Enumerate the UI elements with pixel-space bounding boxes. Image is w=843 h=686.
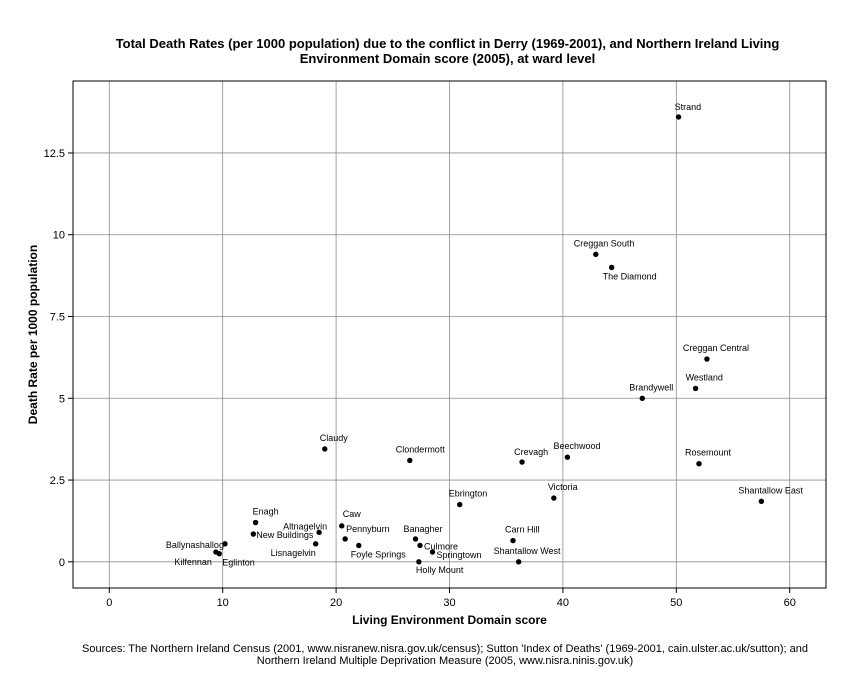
x-tick-label: 0 [106, 597, 112, 609]
y-tick-label: 0 [59, 557, 65, 569]
data-point [696, 461, 702, 467]
point-label: Shantallow East [738, 485, 803, 495]
point-label: Clondermott [396, 444, 446, 454]
data-point [250, 531, 257, 537]
chart-title: Total Death Rates (per 1000 population) … [0, 36, 843, 66]
y-tick-label: 5 [59, 393, 65, 405]
point-label: Victoria [548, 482, 578, 492]
sources-line-2: Northern Ireland Multiple Deprivation Me… [256, 655, 634, 667]
data-point [356, 542, 362, 549]
data-point [429, 549, 436, 555]
point-label: Culmore [424, 541, 458, 551]
chart-title-line-2: Environment Domain score (2005), at ward… [299, 51, 596, 66]
point-label: Ebrington [449, 489, 488, 499]
data-point [339, 523, 345, 529]
point-label: Altnagelvin [283, 521, 327, 531]
point-label: Rosemount [685, 448, 732, 458]
x-axis-label: Living Environment Domain score [352, 613, 547, 627]
chart-title-line-1: Total Death Rates (per 1000 population) … [115, 36, 780, 51]
data-points: Strand Creggan South The Diamond Creggan Ce… [166, 102, 803, 575]
data-point [564, 454, 571, 460]
data-point [412, 536, 419, 542]
point-label: Carn Hill [505, 525, 540, 535]
point-label: Claudy [320, 433, 349, 443]
data-point [342, 536, 348, 542]
y-tick-label: 10 [53, 230, 65, 242]
sources-footnote: Sources: The Northern Ireland Census (20… [0, 643, 843, 667]
y-tick-label: 2.5 [50, 475, 65, 487]
x-tick-label: 40 [557, 597, 569, 609]
data-point [222, 541, 228, 547]
point-label: Banagher [403, 524, 442, 534]
point-label: Holly Mount [416, 565, 464, 575]
data-point [416, 559, 422, 565]
point-label: Pennyburn [346, 524, 390, 534]
data-point [510, 537, 516, 544]
data-point [312, 541, 319, 547]
point-label: Foyle Springs [351, 549, 407, 559]
point-label: Creggan South [574, 238, 635, 248]
data-point [551, 495, 557, 501]
x-tick-label: 50 [670, 597, 682, 609]
x-axis-ticks: 0 10 20 30 40 50 60 [106, 588, 796, 609]
point-label: The Diamond [603, 271, 657, 281]
data-point [316, 529, 322, 536]
point-label: Brandywell [629, 382, 673, 392]
point-label: Strand [675, 102, 702, 112]
data-point [675, 114, 682, 120]
sources-line-1: Sources: The Northern Ireland Census (20… [82, 643, 808, 655]
y-tick-label: 12.5 [44, 148, 65, 160]
data-point [515, 559, 522, 565]
y-axis-label: Death Rate per 1000 population [26, 245, 40, 424]
data-point [704, 356, 710, 362]
point-label: Caw [343, 509, 362, 519]
point-label: Kilfennan [174, 557, 212, 567]
point-label: Westland [686, 372, 723, 382]
data-point [417, 542, 423, 549]
point-label: Eglinton [222, 558, 255, 568]
data-point [216, 550, 222, 557]
data-point [322, 446, 328, 452]
x-tick-label: 60 [784, 597, 796, 609]
point-label: Enagh [253, 507, 279, 517]
data-point [608, 264, 615, 271]
y-tick-label: 7.5 [50, 312, 65, 324]
point-label: New Buildings [256, 530, 314, 540]
x-tick-label: 20 [330, 597, 342, 609]
data-point [758, 498, 765, 505]
data-point [639, 395, 645, 401]
x-tick-label: 30 [443, 597, 455, 609]
data-point [407, 457, 413, 464]
data-point [519, 459, 525, 465]
point-label: Beechwood [553, 441, 600, 451]
data-point [593, 251, 599, 258]
point-label: Creggan Central [683, 343, 749, 353]
data-point [252, 519, 259, 526]
point-label: Springtown [436, 550, 481, 560]
data-point [457, 501, 463, 508]
data-point [692, 385, 699, 392]
point-label: Lisnagelvin [271, 548, 316, 558]
point-label: Ballynashallog [166, 540, 224, 550]
y-axis-ticks: 0 2.5 5 7.5 10 12.5 [44, 148, 73, 569]
point-label: Shantallow West [494, 546, 561, 556]
x-tick-label: 10 [217, 597, 229, 609]
grid-lines [73, 81, 826, 588]
point-label: Crevagh [514, 447, 548, 457]
